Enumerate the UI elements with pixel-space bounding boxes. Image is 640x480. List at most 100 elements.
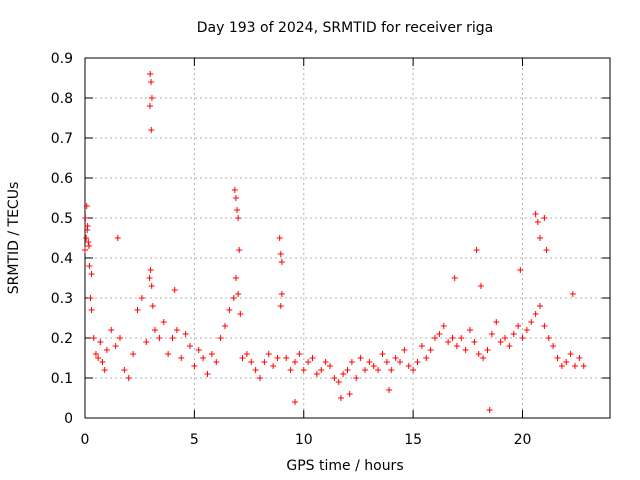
data-point [436, 331, 443, 337]
data-point [148, 79, 155, 85]
data-point [278, 291, 285, 297]
data-point [449, 335, 456, 341]
data-point [85, 243, 92, 249]
data-point [148, 127, 155, 133]
data-point [493, 319, 500, 325]
data-point [243, 351, 250, 357]
axis-ticks: 0 0.1 0.2 0.3 0.4 0.5 0.6 0.7 0.8 0.9 0 5 10 15 20 [51, 51, 610, 448]
data-point [121, 367, 128, 373]
data-point [432, 335, 438, 341]
data-point [550, 343, 557, 349]
data-point [322, 359, 329, 365]
data-point [83, 203, 90, 209]
data-point [401, 347, 408, 353]
data-point [278, 259, 285, 265]
data-point [313, 371, 320, 377]
data-point [257, 375, 263, 381]
y-tick-label: 0.9 [51, 51, 73, 67]
data-point [292, 359, 298, 365]
x-axis-label: GPS time / hours [286, 458, 403, 474]
data-point [274, 355, 281, 361]
data-point [173, 327, 180, 333]
data-point [335, 379, 342, 385]
data-point [287, 367, 294, 373]
data-point [200, 355, 207, 361]
data-point [532, 311, 539, 317]
data-point [204, 371, 211, 377]
data-point [497, 339, 504, 345]
data-point [222, 323, 228, 329]
data-point [517, 267, 524, 273]
data-point [569, 291, 576, 297]
data-point [195, 347, 202, 353]
data-point [160, 319, 167, 325]
data-point [165, 351, 172, 357]
data-point [318, 367, 325, 373]
data-point [405, 363, 412, 369]
data-point [580, 363, 587, 369]
data-point [305, 359, 312, 365]
data-point [230, 295, 237, 301]
data-point [169, 335, 176, 341]
data-point [134, 307, 141, 313]
data-point [236, 247, 243, 253]
data-point [471, 339, 478, 345]
y-tick-label: 0.5 [51, 211, 73, 227]
data-point [545, 335, 552, 341]
data-point [148, 283, 155, 289]
data-point [191, 363, 198, 369]
data-point [453, 343, 460, 349]
data-point [82, 215, 89, 221]
data-point [375, 367, 382, 373]
data-point [523, 327, 530, 333]
data-point [147, 71, 154, 77]
y-axis-label: SRMTID / TECUs [6, 182, 22, 295]
data-point [217, 335, 224, 341]
data-point [534, 219, 541, 225]
y-tick-label: 0 [64, 411, 73, 427]
chart-title: Day 193 of 2024, SRMTID for receiver rig… [197, 20, 494, 36]
data-point [92, 351, 99, 357]
data-point [292, 399, 298, 405]
data-point [567, 351, 574, 357]
data-point [296, 351, 303, 357]
data-point [340, 371, 347, 377]
data-point [130, 351, 137, 357]
data-point [480, 355, 487, 361]
data-point [138, 295, 145, 301]
data-point [152, 327, 158, 333]
data-point [386, 387, 393, 393]
data-point [410, 367, 417, 373]
data-point [283, 355, 290, 361]
data-point [445, 339, 452, 345]
data-point [270, 363, 277, 369]
data-point [558, 363, 565, 369]
data-point [388, 367, 395, 373]
data-point [484, 347, 491, 353]
data-point [502, 335, 508, 341]
data-point [108, 327, 115, 333]
plot-frame [84, 57, 611, 419]
data-point [232, 275, 239, 281]
data-point [462, 347, 469, 353]
data-point [226, 307, 233, 313]
data-point [528, 319, 535, 325]
data-point [477, 283, 484, 289]
data-point [90, 335, 97, 341]
data-point [265, 351, 272, 357]
data-point [182, 331, 189, 337]
data-point [309, 355, 316, 361]
data-point [348, 359, 355, 365]
y-tick-label: 0.7 [51, 131, 73, 147]
data-point [418, 343, 425, 349]
grid-lines [85, 58, 610, 418]
data-point [392, 355, 399, 361]
data-point [101, 367, 108, 373]
data-point [576, 355, 583, 361]
data-point [99, 359, 106, 365]
y-tick-label: 0.1 [51, 371, 73, 387]
data-point [234, 207, 241, 213]
data-point [346, 391, 353, 397]
data-point [235, 291, 242, 297]
data-point [331, 375, 338, 381]
